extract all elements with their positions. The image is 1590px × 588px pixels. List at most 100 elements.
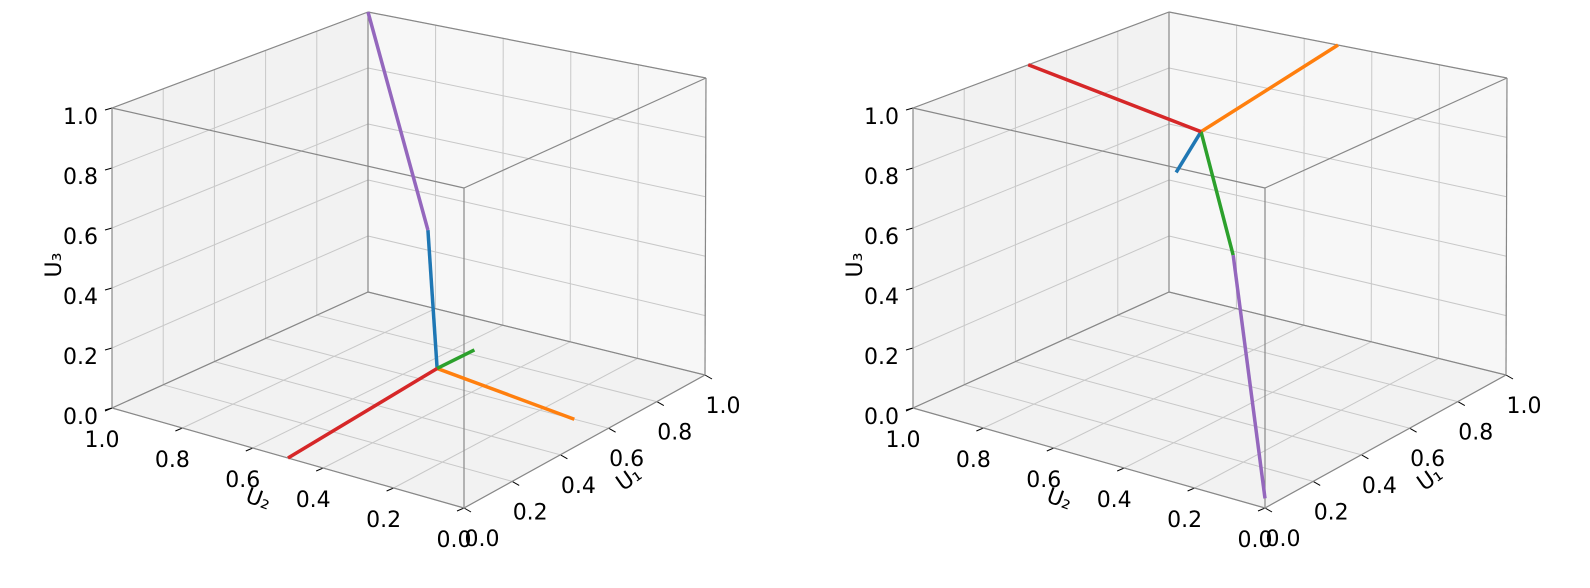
- z-axis-label: U₃: [843, 253, 868, 278]
- box-edge: [463, 77, 707, 189]
- tick-mark: [104, 287, 113, 291]
- z-tick-label: 1.0: [864, 105, 899, 130]
- z-tick-label: 0.4: [63, 285, 98, 310]
- grid-line: [265, 337, 609, 429]
- tick-mark: [104, 107, 113, 111]
- box-edge: [912, 407, 1266, 509]
- y-tick-label: 1.0: [85, 428, 120, 453]
- box-edge: [912, 291, 1170, 409]
- z-tick-label: 0.6: [63, 225, 98, 250]
- tick-mark: [175, 427, 183, 432]
- tick-mark: [905, 107, 914, 111]
- box-edge: [367, 11, 707, 79]
- grid-line: [637, 64, 639, 359]
- grid-line: [1168, 179, 1507, 257]
- grid-line: [252, 324, 504, 449]
- tick-mark: [386, 487, 394, 492]
- pane-side: [368, 12, 706, 375]
- tick-mark: [104, 407, 113, 411]
- z-tick-label: 0.2: [864, 345, 899, 370]
- z-tick-label: 0.4: [864, 285, 899, 310]
- x-tick-label: 0.0: [465, 527, 500, 552]
- grid-line: [569, 51, 572, 342]
- grid-line: [1117, 314, 1458, 403]
- grid-line: [111, 67, 369, 169]
- tick-mark: [245, 447, 253, 452]
- z-tick-label: 0.0: [63, 405, 98, 430]
- line-series: [436, 348, 476, 371]
- z-tick-label: 0.2: [63, 345, 98, 370]
- grid-line: [322, 341, 571, 469]
- y-tick-label: 0.4: [1097, 488, 1132, 513]
- pane-back: [112, 12, 368, 408]
- tick-mark: [1312, 480, 1321, 486]
- y-tick-label: 0.2: [1167, 508, 1202, 533]
- grid-line: [1370, 51, 1373, 342]
- grid-line: [163, 384, 513, 482]
- line-series: [366, 11, 430, 231]
- z-axis-label: U₃: [42, 253, 67, 278]
- tick-mark: [1257, 507, 1266, 512]
- grid-line: [182, 308, 436, 429]
- line-series: [436, 366, 575, 421]
- grid-line: [111, 235, 369, 349]
- line-series: [426, 230, 439, 369]
- tick-mark: [608, 427, 616, 433]
- y-tick-label: 0.8: [956, 448, 991, 473]
- tick-mark: [1187, 487, 1195, 492]
- grid-line: [367, 179, 706, 257]
- z-tick-label: 0.8: [63, 165, 98, 190]
- tick-mark: [905, 347, 914, 351]
- box-edge: [111, 107, 465, 189]
- z-tick-label: 0.6: [864, 225, 899, 250]
- grid-line: [1194, 357, 1439, 489]
- x-tick-label: 0.8: [1458, 421, 1493, 446]
- tick-mark: [1117, 467, 1125, 472]
- grid-line: [1168, 235, 1507, 317]
- y-tick-label: 0.0: [437, 528, 472, 553]
- tick-mark: [905, 287, 914, 291]
- grid-line: [367, 123, 706, 198]
- grid-line: [1053, 324, 1305, 449]
- y-tick-label: 0.0: [1238, 528, 1273, 553]
- tick-mark: [1046, 447, 1054, 452]
- x-tick-label: 1.0: [706, 394, 741, 419]
- z-tick-label: 0.0: [864, 405, 899, 430]
- grid-line: [1168, 67, 1507, 138]
- tick-mark: [1264, 507, 1273, 513]
- line-series: [1200, 43, 1339, 134]
- grid-line: [367, 235, 706, 317]
- tick-mark: [104, 347, 113, 351]
- grid-line: [1015, 361, 1362, 456]
- tick-mark: [656, 401, 665, 407]
- grid-line: [983, 308, 1237, 429]
- box-edge: [1168, 291, 1507, 376]
- tick-mark: [463, 507, 472, 513]
- tick-mark: [560, 454, 568, 460]
- x-tick-label: 0.4: [561, 474, 596, 499]
- tick-mark: [104, 227, 113, 231]
- x-tick-label: 0.8: [657, 421, 692, 446]
- grid-line: [912, 123, 1170, 229]
- y-tick-label: 0.6: [225, 468, 260, 493]
- box-edge: [1264, 77, 1508, 189]
- y-tick-label: 0.4: [296, 488, 331, 513]
- x-tick-label: 0.2: [513, 500, 548, 525]
- grid-line: [316, 314, 657, 403]
- line-series: [1174, 130, 1203, 174]
- line-series: [1027, 63, 1202, 134]
- box-edge: [912, 11, 1170, 109]
- grid-line: [912, 67, 1170, 169]
- tick-mark: [1361, 454, 1369, 460]
- line-series: [1231, 254, 1267, 499]
- z-tick-label: 1.0: [63, 105, 98, 130]
- tick-mark: [1457, 401, 1466, 407]
- box-edge: [463, 374, 706, 509]
- y-tick-label: 0.6: [1026, 468, 1061, 493]
- grid-line: [111, 123, 369, 229]
- grid-line: [1123, 341, 1372, 469]
- tick-mark: [104, 167, 113, 171]
- x-tick-label: 0.0: [1266, 527, 1301, 552]
- pane-back: [913, 12, 1169, 408]
